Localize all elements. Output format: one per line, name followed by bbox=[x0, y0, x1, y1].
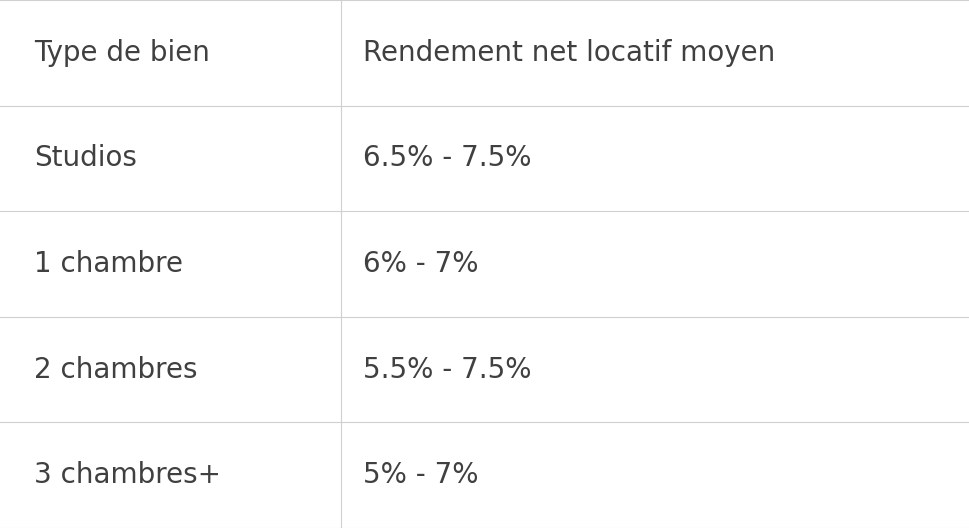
Text: Rendement net locatif moyen: Rendement net locatif moyen bbox=[363, 39, 775, 67]
Text: 5% - 7%: 5% - 7% bbox=[363, 461, 479, 489]
Text: 6% - 7%: 6% - 7% bbox=[363, 250, 479, 278]
Text: 6.5% - 7.5%: 6.5% - 7.5% bbox=[363, 144, 532, 173]
Text: Studios: Studios bbox=[34, 144, 137, 173]
Text: 5.5% - 7.5%: 5.5% - 7.5% bbox=[363, 355, 532, 384]
Text: Type de bien: Type de bien bbox=[34, 39, 210, 67]
Text: 2 chambres: 2 chambres bbox=[34, 355, 198, 384]
Text: 1 chambre: 1 chambre bbox=[34, 250, 183, 278]
Text: 3 chambres+: 3 chambres+ bbox=[34, 461, 221, 489]
